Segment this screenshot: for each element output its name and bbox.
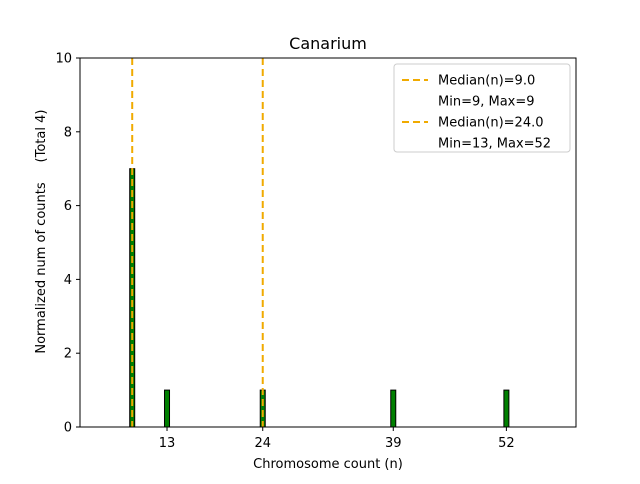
y-tick-label: 8 [64, 125, 72, 140]
x-tick-label: 39 [385, 436, 402, 451]
y-tick-label: 10 [55, 52, 72, 67]
axes-frame [79, 57, 577, 428]
legend-entry-range: Min=9, Max=9 [438, 95, 535, 110]
x-tick-label: 52 [498, 436, 515, 451]
legend-entry-label: Median(n)=24.0 [438, 116, 544, 131]
y-tick-label: 0 [64, 421, 72, 436]
y-axis-label: Normalized num of counts [34, 182, 49, 353]
bar [390, 389, 397, 428]
y-axis-total-note: (Total 4) [34, 110, 49, 163]
bar [503, 389, 510, 428]
legend-entry-range: Min=13, Max=52 [438, 137, 551, 152]
x-tick-label: 13 [159, 436, 176, 451]
y-tick-label: 4 [64, 273, 72, 288]
y-tick-label: 2 [64, 347, 72, 362]
x-axis-label: Chromosome count (n) [253, 457, 403, 472]
legend-box [393, 63, 571, 153]
chart-title: Canarium [289, 34, 367, 53]
y-tick-label: 6 [64, 199, 72, 214]
bar [164, 389, 171, 428]
legend-entry-label: Median(n)=9.0 [438, 74, 535, 89]
x-tick-label: 24 [254, 436, 271, 451]
y-axis-label-group: Normalized num of counts (Total 4) [34, 110, 49, 354]
